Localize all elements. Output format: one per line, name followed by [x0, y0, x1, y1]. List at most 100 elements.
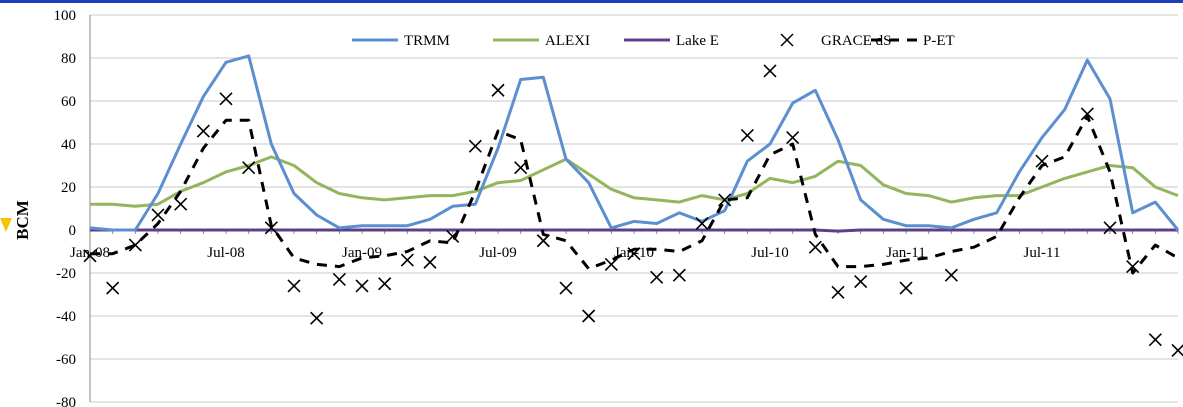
legend-item-p-et: P-ET — [871, 33, 955, 49]
marker-stroke — [899, 281, 913, 295]
marker-stroke — [332, 272, 346, 287]
marker-stroke — [808, 240, 822, 254]
marker-stroke — [1103, 221, 1117, 235]
marker-stroke — [854, 275, 868, 289]
series-line-lake-e — [90, 228, 1178, 233]
top-accent-line — [0, 0, 1183, 3]
x-tick-label: Jul-09 — [479, 245, 517, 261]
grace-marker — [83, 249, 97, 263]
grace-marker — [695, 216, 709, 231]
grace-marker — [287, 279, 301, 293]
grace-marker — [899, 281, 913, 295]
marker-stroke — [242, 161, 256, 175]
marker-stroke — [627, 247, 641, 261]
marker-stroke — [174, 197, 188, 211]
x-tick-label: Jul-08 — [207, 245, 245, 261]
y-tick-label: -60 — [56, 352, 76, 368]
left-marker-arrow-icon — [0, 218, 12, 232]
x-tick-label: Jul-11 — [1024, 245, 1061, 261]
grace-marker — [536, 234, 550, 248]
grace-marker — [446, 229, 460, 244]
grace-marker — [854, 275, 868, 289]
marker-stroke — [514, 161, 528, 175]
marker-stroke — [219, 92, 233, 106]
marker-stroke — [831, 285, 845, 299]
legend-item-trmm: TRMM — [352, 33, 450, 49]
y-tick-label: -20 — [56, 266, 76, 282]
marker-stroke — [1035, 154, 1049, 168]
marker-stroke — [672, 268, 686, 282]
grace-marker — [423, 255, 437, 269]
marker-stroke — [786, 130, 800, 145]
grace-marker — [944, 268, 958, 282]
y-tick-label: -40 — [56, 309, 76, 325]
legend-label: ALEXI — [545, 33, 590, 49]
marker-stroke — [423, 255, 437, 269]
grace-marker — [242, 161, 256, 175]
grace-marker — [400, 253, 414, 267]
marker-stroke — [491, 83, 505, 97]
marker-stroke — [83, 249, 97, 263]
series-line-trmm — [89, 54, 1180, 232]
grace-marker — [378, 277, 392, 291]
marker-stroke — [400, 253, 414, 267]
legend-label: TRMM — [404, 33, 450, 49]
grace-marker — [174, 197, 188, 211]
marker-stroke — [1171, 344, 1183, 357]
marker-stroke — [763, 64, 777, 78]
y-tick-label: 40 — [61, 137, 76, 153]
x-tick-label: Jan-10 — [614, 245, 654, 261]
grace-marker — [582, 309, 596, 323]
grace-marker — [1148, 333, 1162, 347]
series-line-p-et — [90, 114, 1179, 275]
y-tick-label: 60 — [61, 94, 76, 110]
marker-stroke — [604, 257, 618, 271]
grace-marker — [264, 221, 278, 235]
tick-labels: 100 80 60 40 20 0 -20 -40 -60 -80 Jan-08 Jul-08 Jan-… — [54, 8, 1061, 407]
marker-stroke — [582, 309, 596, 323]
legend-label: Lake E — [676, 33, 719, 49]
x-tick-label: Jan-09 — [342, 245, 382, 261]
grace-marker — [310, 311, 324, 325]
marker-stroke — [378, 277, 392, 291]
marker-stroke — [310, 311, 324, 325]
marker-stroke — [650, 270, 664, 284]
grace-marker — [786, 130, 800, 145]
grace-marker — [491, 83, 505, 97]
marker-stroke — [128, 238, 142, 252]
grace-marker — [1103, 221, 1117, 235]
grace-marker — [650, 270, 664, 284]
grace-marker — [1080, 107, 1094, 121]
grace-marker — [1035, 154, 1049, 168]
marker-stroke — [559, 281, 573, 295]
grace-marker — [604, 257, 618, 271]
y-tick-label: 0 — [69, 223, 77, 239]
marker-stroke — [740, 128, 754, 142]
legend-item-lake-e: Lake E — [624, 33, 719, 49]
grace-marker — [672, 268, 686, 282]
marker-stroke — [106, 281, 120, 295]
marker-stroke — [446, 229, 460, 244]
grace-marker — [355, 279, 369, 293]
grace-marker — [1126, 259, 1140, 274]
marker-stroke — [151, 208, 165, 222]
grace-marker — [1171, 343, 1183, 357]
grace-marker — [559, 281, 573, 295]
grace-marker — [740, 128, 754, 142]
grace-marker — [763, 64, 777, 78]
grace-marker — [468, 139, 482, 153]
marker-stroke — [468, 139, 482, 153]
grace-marker — [106, 281, 120, 295]
legend-label: P-ET — [923, 33, 955, 49]
y-tick-label: -80 — [56, 395, 76, 407]
marker-stroke — [264, 221, 278, 235]
marker-stroke — [287, 279, 301, 293]
x-tick-label: Jul-10 — [751, 245, 789, 261]
legend-item-grace-ds: GRACE dS — [780, 33, 891, 49]
grace-marker — [627, 247, 641, 261]
legend: TRMM ALEXI Lake E GRACE dS P-ET — [352, 33, 955, 49]
marker-stroke — [1126, 259, 1140, 274]
series-line-alexi — [90, 155, 1179, 208]
marker-stroke — [1080, 107, 1094, 121]
grace-marker — [219, 92, 233, 106]
